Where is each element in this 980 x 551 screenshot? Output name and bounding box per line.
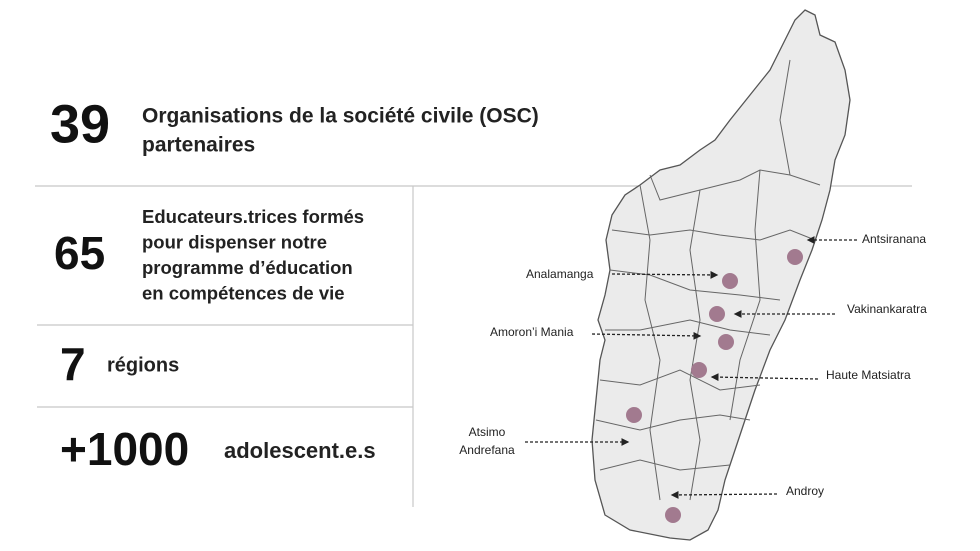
region-label: Antsiranana xyxy=(862,232,926,246)
region-label: Androy xyxy=(786,484,824,498)
stat-label: Educateurs.trices formés xyxy=(142,206,364,227)
stat-number: 39 xyxy=(50,94,110,154)
arrows xyxy=(525,236,857,499)
stat-label: partenaires xyxy=(142,134,255,157)
stat-number: 65 xyxy=(54,227,105,279)
map xyxy=(591,9,851,541)
region-label: Andrefana xyxy=(459,443,515,457)
stat-label: Organisations de la société civile (OSC) xyxy=(142,105,539,128)
map-dots xyxy=(626,249,803,523)
region-label: Haute Matsiatra xyxy=(826,368,911,382)
region-label: Analamanga xyxy=(526,267,594,281)
stat-label: régions xyxy=(107,354,179,376)
region-label: Atsimo xyxy=(469,425,506,439)
region-label: Amoron’i Mania xyxy=(490,325,574,339)
stat-number: 7 xyxy=(60,338,86,390)
stat-label: programme d’éducation xyxy=(142,257,353,278)
region-label: Vakinankaratra xyxy=(847,302,927,316)
stat-number: +1000 xyxy=(60,423,189,475)
stat-label: pour dispenser notre xyxy=(142,231,327,252)
stat-label: adolescent.e.s xyxy=(224,438,376,463)
stat-label: en compétences de vie xyxy=(142,282,345,303)
